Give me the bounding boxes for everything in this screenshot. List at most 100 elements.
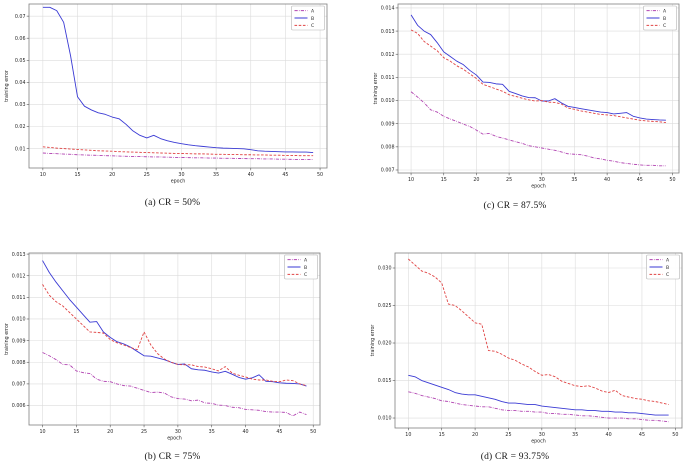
svg-text:15: 15: [73, 429, 79, 435]
svg-text:45: 45: [637, 177, 643, 183]
svg-text:15: 15: [439, 432, 445, 438]
series-line-A: [42, 352, 307, 417]
svg-text:B: B: [663, 16, 666, 22]
svg-text:15: 15: [441, 177, 447, 183]
caption-b: (b) CR = 75%: [144, 452, 201, 462]
svg-text:0.015: 0.015: [378, 378, 392, 384]
svg-text:20: 20: [473, 177, 479, 183]
legend-box: [291, 5, 325, 31]
svg-text:0.030: 0.030: [378, 266, 392, 272]
subplot-a: 10 15 20 25 30 35 40 45 50 0.01 0.02 0.03 0.04 0.05 0.…: [0, 0, 345, 230]
svg-text:15: 15: [74, 172, 80, 178]
series-line-C: [410, 29, 666, 123]
svg-text:0.011: 0.011: [12, 295, 26, 301]
svg-text:50: 50: [672, 432, 678, 438]
svg-text:C: C: [666, 272, 669, 278]
series-line-B: [410, 14, 666, 121]
svg-text:training error: training error: [373, 73, 379, 105]
caption-c: (c) CR = 87.5%: [483, 201, 547, 211]
svg-text:20: 20: [109, 172, 115, 178]
svg-text:A: A: [663, 8, 667, 14]
svg-text:0.009: 0.009: [12, 338, 26, 344]
svg-text:training error: training error: [4, 70, 10, 102]
svg-text:A: A: [666, 257, 670, 263]
svg-text:epoch: epoch: [531, 184, 546, 190]
svg-text:30: 30: [539, 177, 545, 183]
svg-text:B: B: [304, 265, 307, 271]
svg-text:25: 25: [144, 172, 150, 178]
series-line-A: [410, 91, 666, 167]
series-line-C: [42, 146, 314, 157]
series-line-A: [408, 391, 669, 423]
series-line-C: [408, 258, 669, 405]
chart-c-canvas: 10 15 20 25 30 35 40 45 50 0.007 0.008 0.009 0.010 0.…: [373, 3, 680, 190]
series-line-B: [42, 260, 307, 387]
svg-text:25: 25: [141, 429, 147, 435]
svg-text:0.012: 0.012: [12, 273, 26, 279]
svg-text:0.012: 0.012: [381, 52, 395, 58]
svg-text:A: A: [311, 8, 315, 14]
svg-text:C: C: [663, 23, 666, 29]
svg-text:0.007: 0.007: [12, 382, 26, 388]
svg-text:10: 10: [39, 429, 45, 435]
svg-text:0.03: 0.03: [15, 102, 26, 108]
svg-text:50: 50: [669, 177, 675, 183]
svg-text:50: 50: [310, 429, 316, 435]
svg-text:40: 40: [606, 432, 612, 438]
svg-text:10: 10: [408, 177, 414, 183]
svg-text:40: 40: [604, 177, 610, 183]
svg-text:20: 20: [107, 429, 113, 435]
svg-text:20: 20: [472, 432, 478, 438]
svg-text:0.006: 0.006: [12, 403, 26, 409]
series-line-A: [42, 152, 314, 161]
chart-a-canvas: 10 15 20 25 30 35 40 45 50 0.01 0.02 0.03 0.04 0.05 0.…: [4, 3, 328, 185]
svg-text:0.05: 0.05: [15, 58, 26, 64]
legend-box: [643, 5, 677, 31]
svg-text:35: 35: [571, 177, 577, 183]
svg-text:40: 40: [248, 172, 254, 178]
svg-text:epoch: epoch: [531, 439, 546, 445]
svg-text:0.011: 0.011: [381, 75, 395, 81]
plot-border: [394, 252, 683, 429]
svg-text:30: 30: [175, 429, 181, 435]
svg-text:0.013: 0.013: [12, 252, 26, 258]
svg-text:0.010: 0.010: [378, 416, 392, 422]
series-line-B: [408, 374, 669, 416]
plot-border: [397, 3, 680, 174]
svg-text:B: B: [666, 265, 669, 271]
caption-d: (d) CR = 93.75%: [480, 452, 550, 462]
svg-text:0.008: 0.008: [381, 145, 395, 151]
svg-text:0.007: 0.007: [381, 168, 395, 174]
svg-text:35: 35: [213, 172, 219, 178]
svg-text:0.07: 0.07: [15, 14, 26, 20]
svg-text:0.014: 0.014: [381, 6, 395, 12]
svg-text:30: 30: [539, 432, 545, 438]
svg-text:0.010: 0.010: [12, 317, 26, 323]
svg-text:45: 45: [639, 432, 645, 438]
svg-text:45: 45: [282, 172, 288, 178]
svg-text:0.020: 0.020: [378, 341, 392, 347]
svg-text:10: 10: [40, 172, 46, 178]
svg-text:0.010: 0.010: [381, 98, 395, 104]
svg-text:0.02: 0.02: [15, 124, 26, 130]
chart-d-canvas: 10 15 20 25 30 35 40 45 50 0.010 0.015 0.020 0.025 0.…: [370, 252, 683, 445]
svg-text:40: 40: [243, 429, 249, 435]
series-line-B: [42, 6, 314, 153]
svg-text:10: 10: [405, 432, 411, 438]
svg-text:35: 35: [209, 429, 215, 435]
svg-text:0.01: 0.01: [15, 146, 26, 152]
svg-text:25: 25: [505, 432, 511, 438]
svg-text:epoch: epoch: [171, 179, 186, 185]
plot-border: [28, 252, 321, 426]
svg-text:epoch: epoch: [167, 436, 182, 442]
svg-text:0.013: 0.013: [381, 29, 395, 35]
subplot-c: 10 15 20 25 30 35 40 45 50 0.007 0.008 0.009 0.010 0.…: [345, 0, 685, 230]
svg-text:C: C: [304, 272, 307, 278]
chart-b-canvas: 10 15 20 25 30 35 40 45 50 0.006 0.007 0.008 0.009 0.…: [4, 252, 321, 442]
svg-text:50: 50: [317, 172, 323, 178]
svg-text:45: 45: [276, 429, 282, 435]
legend-box: [284, 254, 318, 280]
series-line-C: [42, 284, 307, 387]
svg-text:0.025: 0.025: [378, 303, 392, 309]
